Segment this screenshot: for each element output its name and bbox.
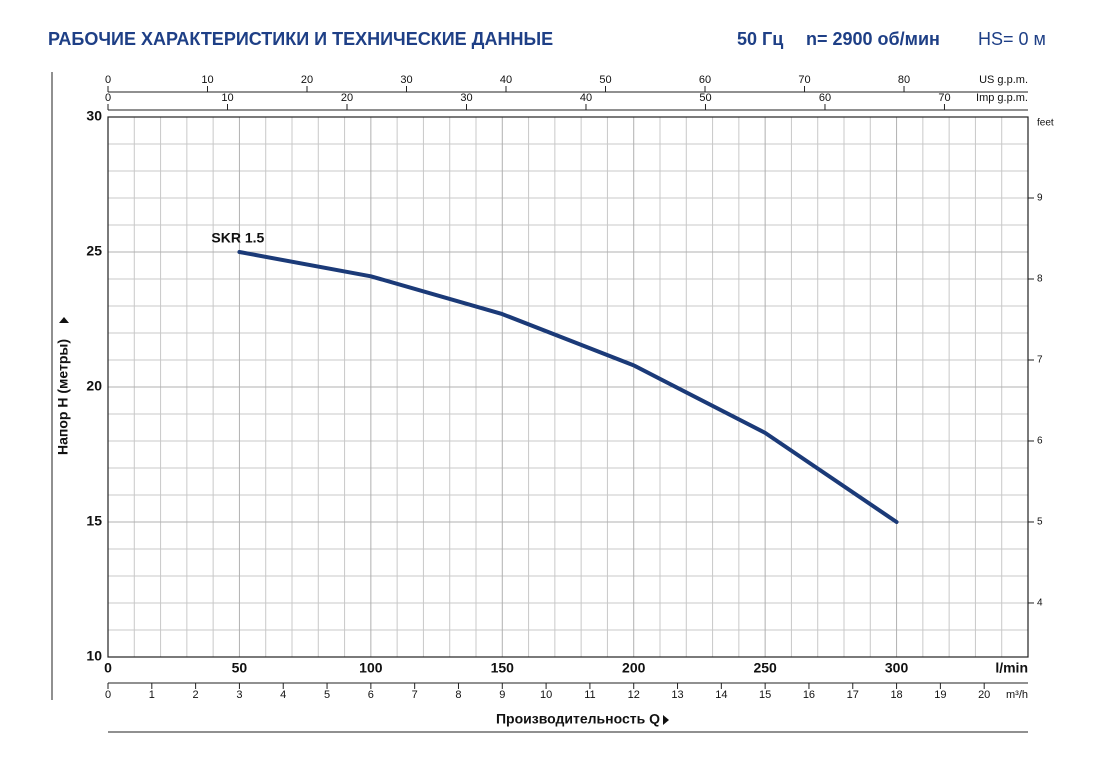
y2-tick-label: 9 <box>1037 193 1043 204</box>
x-extra-axis-label: US g.p.m. <box>979 74 1028 86</box>
x-extra-tick-label: 4 <box>280 689 286 701</box>
suction-height: HS= 0 м <box>978 29 1046 49</box>
x-extra-tick-label: 14 <box>715 689 727 701</box>
x-extra-tick-label: 1 <box>149 689 155 701</box>
x-extra-tick-label: 50 <box>599 74 611 86</box>
x-tick-label: 150 <box>491 660 515 676</box>
y-axis-label: Напор H (метры) <box>55 339 71 455</box>
x-extra-tick-label: 17 <box>847 689 859 701</box>
y-tick-label: 25 <box>86 243 102 259</box>
x-extra-tick-label: 8 <box>455 689 461 701</box>
x-tick-label: 300 <box>885 660 909 676</box>
x-extra-tick-label: 60 <box>819 92 831 104</box>
plot-frame <box>107 116 1029 658</box>
x-extra-tick-label: 12 <box>628 689 640 701</box>
frequency: 50 Гц <box>737 29 783 49</box>
x-extra-tick-label: 11 <box>584 689 595 701</box>
x-extra-tick-label: 20 <box>341 92 353 104</box>
x-extra-tick-label: 20 <box>301 74 313 86</box>
curve <box>237 250 899 524</box>
x-extra-tick-label: 30 <box>400 74 412 86</box>
y2-tick-label: 4 <box>1037 598 1043 609</box>
x-extra-tick-label: 10 <box>221 92 233 104</box>
x-extra-tick-label: 0 <box>105 689 111 701</box>
y2-tick-label: 6 <box>1037 436 1043 447</box>
y-tick-label: 30 <box>86 108 102 124</box>
x-extra-tick-label: 6 <box>368 689 374 701</box>
x-axis-label: Производительность Q <box>496 711 660 727</box>
x-tick-label: 200 <box>622 660 646 676</box>
x-tick-label: 0 <box>104 660 112 676</box>
x-extra-tick-label: 20 <box>978 689 990 701</box>
x-extra-tick-label: 40 <box>500 74 512 86</box>
x-extra-tick-label: 0 <box>105 74 111 86</box>
series-label: SKR 1.5 <box>211 230 264 246</box>
y-tick-label: 10 <box>86 648 102 664</box>
x-extra-tick-label: 40 <box>580 92 592 104</box>
y-tick-label: 15 <box>86 513 102 529</box>
y2-axis-label: feet <box>1037 118 1054 129</box>
x-extra-tick-label: 3 <box>236 689 242 701</box>
x-extra-tick-label: 7 <box>412 689 418 701</box>
arrow <box>663 715 669 725</box>
x-extra-tick-label: 10 <box>540 689 552 701</box>
x-extra-tick-label: 2 <box>193 689 199 701</box>
y2-tick-label: 5 <box>1037 517 1043 528</box>
y-tick-label: 20 <box>86 378 102 394</box>
x-extra-tick-label: 13 <box>671 689 683 701</box>
x-extra-axis-label: Imp g.p.m. <box>976 92 1028 104</box>
x-extra-tick-label: 16 <box>803 689 815 701</box>
x-extra-tick-label: 30 <box>460 92 472 104</box>
x-extra-tick-label: 19 <box>934 689 946 701</box>
x-extra-tick-label: 5 <box>324 689 330 701</box>
x-extra-tick-label: 9 <box>499 689 505 701</box>
x-extra-tick-label: 0 <box>105 92 111 104</box>
x-extra-tick-label: 60 <box>699 74 711 86</box>
x-extra-tick-label: 15 <box>759 689 771 701</box>
y2-tick-label: 7 <box>1037 355 1043 366</box>
x-tick-label: 50 <box>232 660 248 676</box>
x-extra-tick-label: 70 <box>798 74 810 86</box>
chart-title: РАБОЧИЕ ХАРАКТЕРИСТИКИ И ТЕХНИЧЕСКИЕ ДАН… <box>48 29 553 49</box>
x-tick-label: 100 <box>359 660 383 676</box>
y2-tick-label: 8 <box>1037 274 1043 285</box>
x-tick-label: 250 <box>753 660 777 676</box>
x-extra-tick-label: 50 <box>699 92 711 104</box>
x-extra-tick-label: 80 <box>898 74 910 86</box>
x-extra-axis-label: m³/h <box>1006 689 1028 701</box>
speed: n= 2900 об/мин <box>806 29 940 49</box>
arrow <box>59 317 69 323</box>
x-unit: l/min <box>995 660 1028 676</box>
x-extra-tick-label: 70 <box>938 92 950 104</box>
x-extra-tick-label: 10 <box>201 74 213 86</box>
x-extra-tick-label: 18 <box>890 689 902 701</box>
